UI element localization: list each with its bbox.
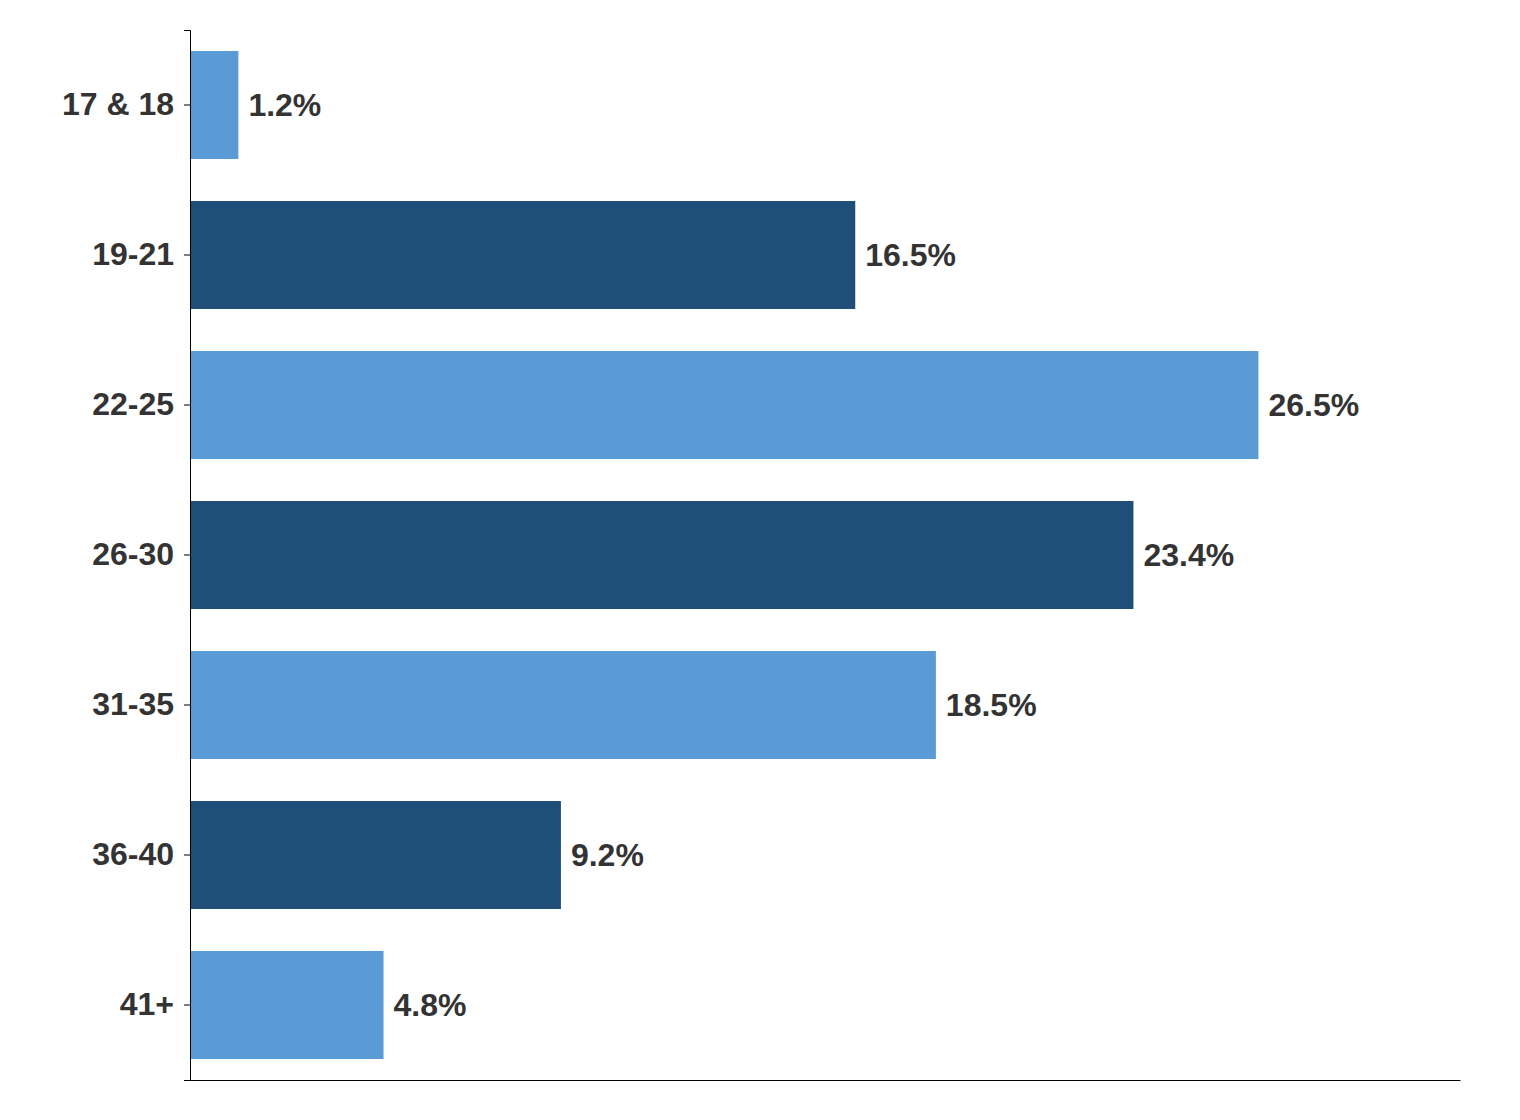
bar [190,201,855,309]
tick-mark [184,1005,190,1006]
tick-mark [184,555,190,556]
data-label: 1.2% [248,87,321,123]
data-label: 18.5% [946,687,1037,723]
tick-mark [184,255,190,256]
tick-label: 41+ [120,986,174,1022]
data-label: 16.5% [865,237,956,273]
tick-label: 19-21 [92,236,174,272]
tick-label: 22-25 [92,386,174,422]
bar [190,351,1258,459]
tick: 26-30 [92,536,190,572]
bar [190,501,1133,609]
tick-label: 26-30 [92,536,174,572]
tick-mark [184,105,190,106]
tick: 31-35 [92,686,190,722]
tick: 17 & 18 [62,86,190,122]
data-labels: 1.2% 16.5% 26.5% 23.4% 18.5% 9.2% 4.8% [248,87,1359,1023]
tick-label: 36-40 [92,836,174,872]
chart: 17 & 1819-2122-2526-3031-3536-4041+1.2%1… [0,0,1520,1120]
bar [190,51,238,159]
tick: 22-25 [92,386,190,422]
bar [190,801,561,909]
tick-label: 17 & 18 [62,86,174,122]
y-axis: 17 & 18 19-21 22-25 26-30 31-35 36-40 41+ [62,31,191,1081]
bars [190,51,1258,1059]
plot: 17 & 1819-2122-2526-3031-3536-4041+1.2%1… [62,31,1461,1081]
data-label: 23.4% [1143,537,1234,573]
tick: 19-21 [92,236,190,272]
tick-mark [184,855,190,856]
x-axis-line [191,1080,1461,1081]
data-label: 4.8% [394,987,467,1023]
tick-mark [184,705,190,706]
y-axis-line [184,31,191,1081]
data-label: 26.5% [1268,387,1359,423]
bar [190,951,384,1059]
tick: 36-40 [92,836,190,872]
data-label: 9.2% [571,837,644,873]
bar [190,651,936,759]
tick-mark [184,405,190,406]
tick: 41+ [120,986,190,1022]
x-axis [191,1080,1461,1081]
tick-label: 31-35 [92,686,174,722]
